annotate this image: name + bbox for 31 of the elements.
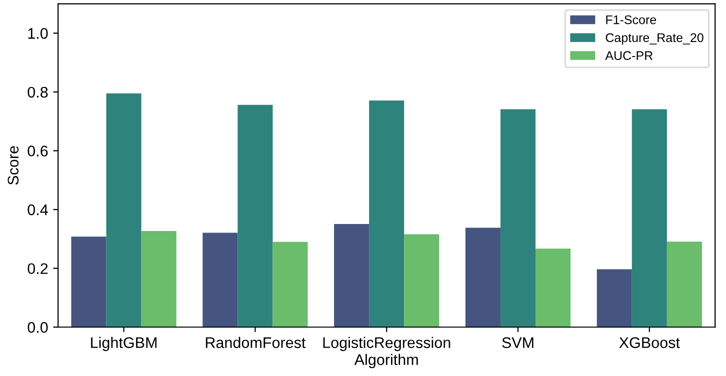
bar [536,248,571,328]
bar [272,242,308,328]
legend-label: AUC-PR [605,51,653,60]
bar [596,269,632,328]
x-tick-label: XGBoost [619,337,680,348]
bar [202,232,238,328]
bar [141,230,176,328]
bar [71,236,106,328]
y-tick-label: 0.0 [28,322,48,333]
y-tick-label: 0.6 [28,146,48,156]
bar [106,93,142,328]
x-tick-label: RandomForest [206,336,306,348]
bar [404,234,440,328]
y-axis-title: Score [8,146,19,185]
bar [334,224,370,328]
bar [500,109,536,328]
x-axis-title: Algorithm [354,354,418,368]
legend-label: Capture_Rate_20 [606,33,704,45]
y-tick-label: 0.8 [28,86,48,98]
y-tick-label: 0.2 [28,263,48,274]
y-tick-label: 0.4 [28,204,48,216]
bar [238,104,273,328]
y-tick-label: 1.0 [28,28,48,39]
x-tick-label: SVM [502,337,534,348]
x-tick-label: LightGBM [91,336,156,352]
legend-label: F1-Score [606,15,656,24]
bar [369,100,404,328]
bar [632,109,667,328]
bar [666,242,702,328]
bar [465,228,500,328]
x-tick-label: LogisticRegression [323,336,450,352]
